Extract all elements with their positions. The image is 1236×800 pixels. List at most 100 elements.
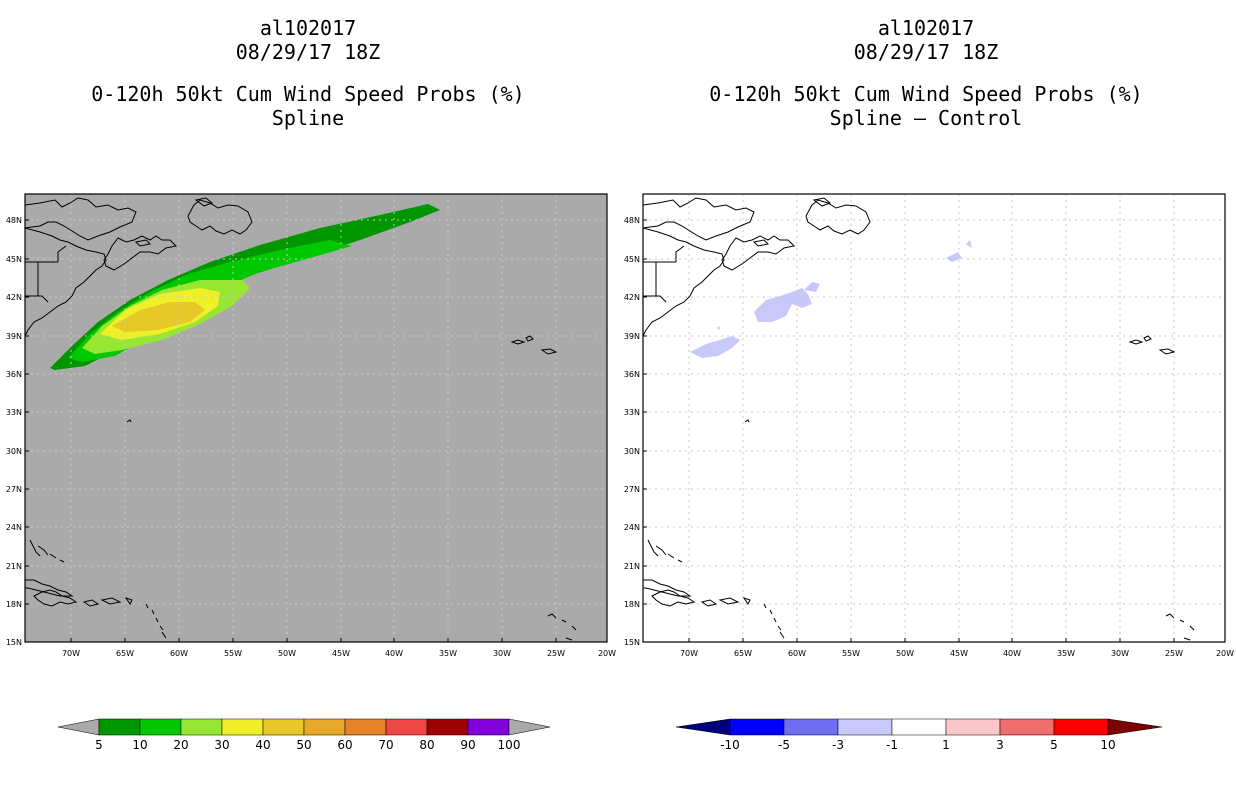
lon-tick-label: 65W bbox=[734, 649, 752, 658]
colorbar-swatch bbox=[426, 718, 469, 736]
colorbar-label: 3 bbox=[996, 738, 1004, 752]
map-background bbox=[25, 194, 607, 642]
left-colorbar: 5 10 20 30 40 50 60 70 80 90 100 bbox=[57, 718, 551, 752]
lat-tick-label: 33N bbox=[6, 408, 22, 417]
colorbar-label: 80 bbox=[419, 738, 434, 752]
lon-tick-label: 70W bbox=[680, 649, 698, 658]
lat-tick-label: 42N bbox=[624, 293, 640, 302]
colorbar-swatch bbox=[98, 718, 141, 736]
storm-id-label: al102017 bbox=[259, 16, 357, 40]
lat-tick-label: 27N bbox=[624, 485, 640, 494]
colorbar-label: 70 bbox=[378, 738, 393, 752]
colorbar-swatch bbox=[891, 718, 947, 736]
lat-tick-label: 30N bbox=[6, 447, 22, 456]
colorbar-label: 90 bbox=[460, 738, 475, 752]
lon-tick-label: 70W bbox=[62, 649, 80, 658]
right-colorbar: -10 -5 -3 -1 1 3 5 10 bbox=[675, 718, 1163, 752]
colorbar-label: -3 bbox=[832, 738, 844, 752]
lon-tick-label: 50W bbox=[278, 649, 296, 658]
colorbar-swatch bbox=[180, 718, 223, 736]
lat-tick-label: 21N bbox=[624, 562, 640, 571]
colorbar-swatch bbox=[344, 718, 387, 736]
lat-tick-label: 18N bbox=[6, 600, 22, 609]
lat-tick-label: 24N bbox=[6, 523, 22, 532]
lat-tick-label: 45N bbox=[624, 255, 640, 264]
lon-tick-label: 45W bbox=[950, 649, 968, 658]
lon-tick-label: 30W bbox=[493, 649, 511, 658]
colorbar-swatch bbox=[262, 718, 305, 736]
lat-tick-label: 39N bbox=[624, 332, 640, 341]
map-frame bbox=[24, 193, 608, 643]
colorbar-low-arrow bbox=[675, 718, 731, 736]
lat-tick-label: 48N bbox=[624, 216, 640, 225]
negative-diff-contour bbox=[804, 282, 820, 292]
colorbar-swatch bbox=[783, 718, 839, 736]
lon-tick-label: 20W bbox=[598, 649, 616, 658]
colorbar-label: 50 bbox=[296, 738, 311, 752]
colorbar-high-arrow bbox=[508, 718, 551, 736]
colorbar-label: 10 bbox=[132, 738, 147, 752]
lat-tick-label: 24N bbox=[624, 523, 640, 532]
colorbar-label: -1 bbox=[886, 738, 898, 752]
lon-tick-label: 20W bbox=[1216, 649, 1234, 658]
map-frame bbox=[642, 193, 1226, 643]
lat-tick-label: 36N bbox=[6, 370, 22, 379]
right-map-panel: 48N 45N 42N 39N 36N 33N 30N 27N 24N 21N 18N 15N 70W 6… bbox=[624, 193, 1234, 658]
lon-tick-label: 50W bbox=[896, 649, 914, 658]
colorbar-high-arrow bbox=[1107, 718, 1163, 736]
prob-40-50-contour bbox=[112, 302, 205, 332]
right-panel-title: al102017 08/29/17 18Z 0-120h 50kt Cum Wi… bbox=[646, 16, 1206, 130]
colorbar-low-arrow bbox=[57, 718, 100, 736]
colorbar-swatch bbox=[999, 718, 1055, 736]
colorbars: 5 10 20 30 40 50 60 70 80 90 100 -10 -5 -3 -1 1 3 5 10 bbox=[57, 718, 1163, 752]
lon-tick-label: 40W bbox=[385, 649, 403, 658]
colorbar-label: 40 bbox=[255, 738, 270, 752]
colorbar-swatch bbox=[221, 718, 264, 736]
method-label: Spline bbox=[271, 106, 345, 130]
lon-tick-label: 60W bbox=[788, 649, 806, 658]
colorbar-swatch bbox=[945, 718, 1001, 736]
date-label: 08/29/17 18Z bbox=[235, 40, 381, 64]
lon-tick-label: 40W bbox=[1003, 649, 1021, 658]
lat-tick-label: 30N bbox=[624, 447, 640, 456]
method-label: Spline – Control bbox=[829, 106, 1023, 130]
colorbar-swatch bbox=[729, 718, 785, 736]
colorbar-label: 20 bbox=[173, 738, 188, 752]
colorbar-swatch bbox=[303, 718, 346, 736]
product-label: 0-120h 50kt Cum Wind Speed Probs (%) bbox=[91, 82, 525, 106]
date-label: 08/29/17 18Z bbox=[853, 40, 999, 64]
lon-tick-label: 25W bbox=[547, 649, 565, 658]
colorbar-label: 30 bbox=[214, 738, 229, 752]
lat-tick-label: 33N bbox=[624, 408, 640, 417]
negative-diff-contour bbox=[966, 240, 972, 248]
map-background bbox=[643, 194, 1225, 642]
lat-tick-label: 42N bbox=[6, 293, 22, 302]
lon-tick-label: 45W bbox=[332, 649, 350, 658]
colorbar-label: -10 bbox=[720, 738, 740, 752]
lon-tick-label: 55W bbox=[842, 649, 860, 658]
negative-diff-contour bbox=[690, 336, 740, 358]
left-panel-title: al102017 08/29/17 18Z 0-120h 50kt Cum Wi… bbox=[28, 16, 588, 130]
colorbar-label: 10 bbox=[1100, 738, 1115, 752]
lat-tick-label: 18N bbox=[624, 600, 640, 609]
left-map-panel: 48N 45N 42N 39N 36N 33N 30N 27N 24N 21N 18N 15N 70W 6… bbox=[6, 193, 616, 658]
colorbar-swatch bbox=[467, 718, 510, 736]
lon-tick-label: 55W bbox=[224, 649, 242, 658]
lat-tick-label: 36N bbox=[624, 370, 640, 379]
lat-tick-label: 15N bbox=[624, 638, 640, 647]
positive-diff-contour bbox=[716, 326, 720, 330]
lon-tick-label: 35W bbox=[439, 649, 457, 658]
lat-tick-label: 39N bbox=[6, 332, 22, 341]
colorbar-swatch bbox=[139, 718, 182, 736]
lon-tick-label: 35W bbox=[1057, 649, 1075, 658]
lat-tick-label: 45N bbox=[6, 255, 22, 264]
colorbar-swatch bbox=[1053, 718, 1109, 736]
lon-tick-label: 65W bbox=[116, 649, 134, 658]
lon-tick-label: 25W bbox=[1165, 649, 1183, 658]
colorbar-swatch bbox=[385, 718, 428, 736]
lon-tick-label: 60W bbox=[170, 649, 188, 658]
colorbar-swatch bbox=[837, 718, 893, 736]
colorbar-label: 60 bbox=[337, 738, 352, 752]
product-label: 0-120h 50kt Cum Wind Speed Probs (%) bbox=[709, 82, 1143, 106]
colorbar-label: -5 bbox=[778, 738, 790, 752]
